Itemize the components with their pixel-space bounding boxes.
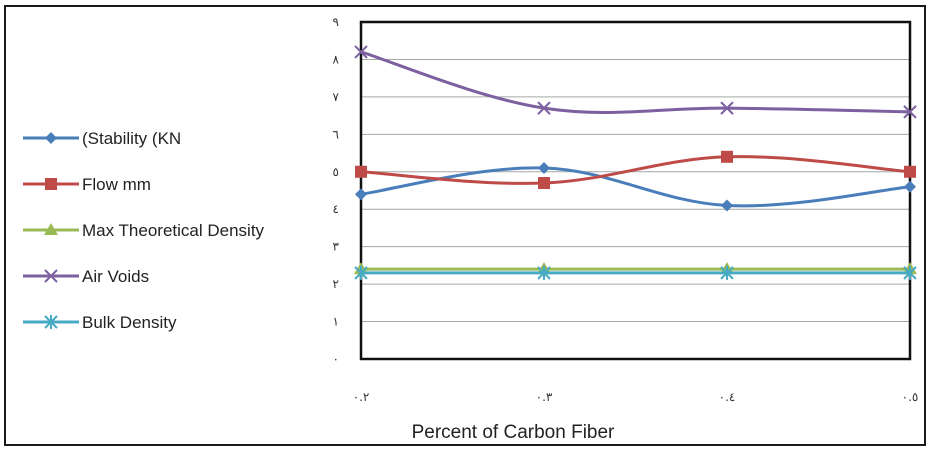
legend-item-1: Flow mm bbox=[23, 175, 151, 194]
legend-label-3: Air Voids bbox=[82, 267, 149, 286]
series-3 bbox=[354, 45, 917, 119]
legend: (Stability (KN Flow mm Max Theoretical Den… bbox=[23, 129, 265, 332]
y-tick-label-5: ٥ bbox=[333, 165, 339, 179]
x-tick-labels: ٠.٢ ٠.٣ ٠.٤ ٠.٥ bbox=[353, 390, 919, 404]
point-3-3 bbox=[903, 105, 917, 119]
point-1-1 bbox=[538, 177, 550, 190]
point-1-0 bbox=[355, 165, 367, 178]
legend-item-4: Bulk Density bbox=[23, 313, 177, 332]
point-4-0 bbox=[354, 265, 368, 280]
legend-marker-1 bbox=[45, 178, 57, 190]
point-4-2 bbox=[720, 265, 734, 280]
point-1-3 bbox=[904, 165, 916, 178]
chart-frame: ٠ ١ ٢ ٣ ٤ ٥ ٦ ٧ ٨ ٩ ٠.٢ ٠.٣ ٠.٤ ٠.٥ (Stability (KN Fl… bbox=[4, 5, 926, 446]
legend-item-2: Max Theoretical Density bbox=[23, 221, 265, 240]
x-tick-label-0: ٠.٢ bbox=[353, 390, 370, 404]
point-3-0 bbox=[354, 45, 368, 59]
legend-item-0: (Stability (KN bbox=[23, 129, 181, 148]
point-3-1 bbox=[537, 101, 551, 115]
y-tick-label-8: ٨ bbox=[333, 52, 340, 66]
legend-marker-2 bbox=[44, 223, 58, 235]
series-4 bbox=[354, 265, 917, 280]
y-tick-labels: ٠ ١ ٢ ٣ ٤ ٥ ٦ ٧ ٨ ٩ bbox=[333, 15, 340, 366]
legend-item-3: Air Voids bbox=[23, 267, 149, 286]
legend-label-1: Flow mm bbox=[82, 175, 151, 194]
legend-marker-4 bbox=[44, 315, 58, 329]
legend-marker-0 bbox=[45, 132, 57, 144]
x-tick-label-2: ٠.٤ bbox=[719, 390, 736, 404]
x-tick-label-1: ٠.٣ bbox=[536, 390, 553, 404]
y-tick-label-7: ٧ bbox=[333, 90, 340, 104]
point-4-3 bbox=[903, 265, 917, 280]
point-0-2 bbox=[721, 199, 733, 212]
x-tick-label-3: ٠.٥ bbox=[902, 390, 919, 404]
y-tick-label-4: ٤ bbox=[333, 202, 339, 216]
series-line-3 bbox=[360, 50, 911, 114]
point-1-2 bbox=[721, 150, 733, 163]
y-tick-label-0: ٠ bbox=[333, 352, 339, 366]
point-0-0 bbox=[355, 188, 367, 201]
legend-marker-3 bbox=[44, 269, 58, 283]
series-line-1 bbox=[360, 155, 911, 185]
legend-label-4: Bulk Density bbox=[82, 313, 177, 332]
point-0-3 bbox=[904, 180, 916, 193]
gridlines bbox=[361, 58, 910, 323]
y-tick-label-6: ٦ bbox=[333, 127, 339, 141]
y-tick-label-9: ٩ bbox=[333, 15, 339, 29]
series-line-0 bbox=[360, 166, 911, 208]
y-tick-label-3: ٣ bbox=[333, 240, 340, 254]
x-axis-label: Percent of Carbon Fiber bbox=[412, 422, 615, 443]
point-4-1 bbox=[537, 265, 551, 280]
line-chart: ٠ ١ ٢ ٣ ٤ ٥ ٦ ٧ ٨ ٩ ٠.٢ ٠.٣ ٠.٤ ٠.٥ (Stability (KN Fl… bbox=[23, 15, 919, 443]
point-0-1 bbox=[538, 162, 550, 175]
point-3-2 bbox=[720, 101, 734, 115]
series-group bbox=[354, 45, 917, 280]
plot-area-border bbox=[359, 20, 912, 361]
legend-label-0: (Stability (KN bbox=[82, 129, 181, 148]
y-tick-label-2: ٢ bbox=[333, 277, 339, 291]
series-1 bbox=[355, 150, 916, 190]
y-tick-label-1: ١ bbox=[333, 315, 339, 329]
legend-label-2: Max Theoretical Density bbox=[82, 221, 265, 240]
